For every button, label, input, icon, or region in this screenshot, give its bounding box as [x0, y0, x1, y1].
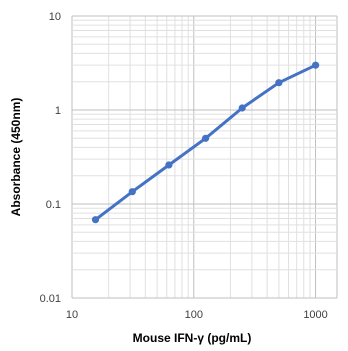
y-axis-title: Absorbance (450nm) [9, 98, 23, 217]
data-point [128, 188, 136, 196]
tick-labels: 10 100 1000 0.01 0.1 1 10 [40, 11, 328, 321]
data-point [312, 61, 320, 69]
y-tick-label: 0.01 [40, 293, 61, 305]
x-axis-title: Mouse IFN-γ (pg/mL) [133, 331, 252, 345]
data-point [91, 216, 100, 224]
data-point [202, 134, 210, 142]
y-tick-label: 0.1 [46, 199, 61, 211]
x-tick-label: 1000 [303, 309, 327, 321]
data-point [275, 79, 283, 87]
x-tick-label: 10 [66, 309, 78, 321]
x-tick-label: 100 [185, 309, 203, 321]
series-layer [91, 61, 320, 224]
y-tick-label: 10 [49, 11, 61, 23]
grid [71, 15, 338, 299]
data-point [238, 104, 246, 112]
series-line [94, 63, 318, 222]
y-tick-label: 1 [55, 105, 61, 117]
data-point [165, 161, 173, 169]
